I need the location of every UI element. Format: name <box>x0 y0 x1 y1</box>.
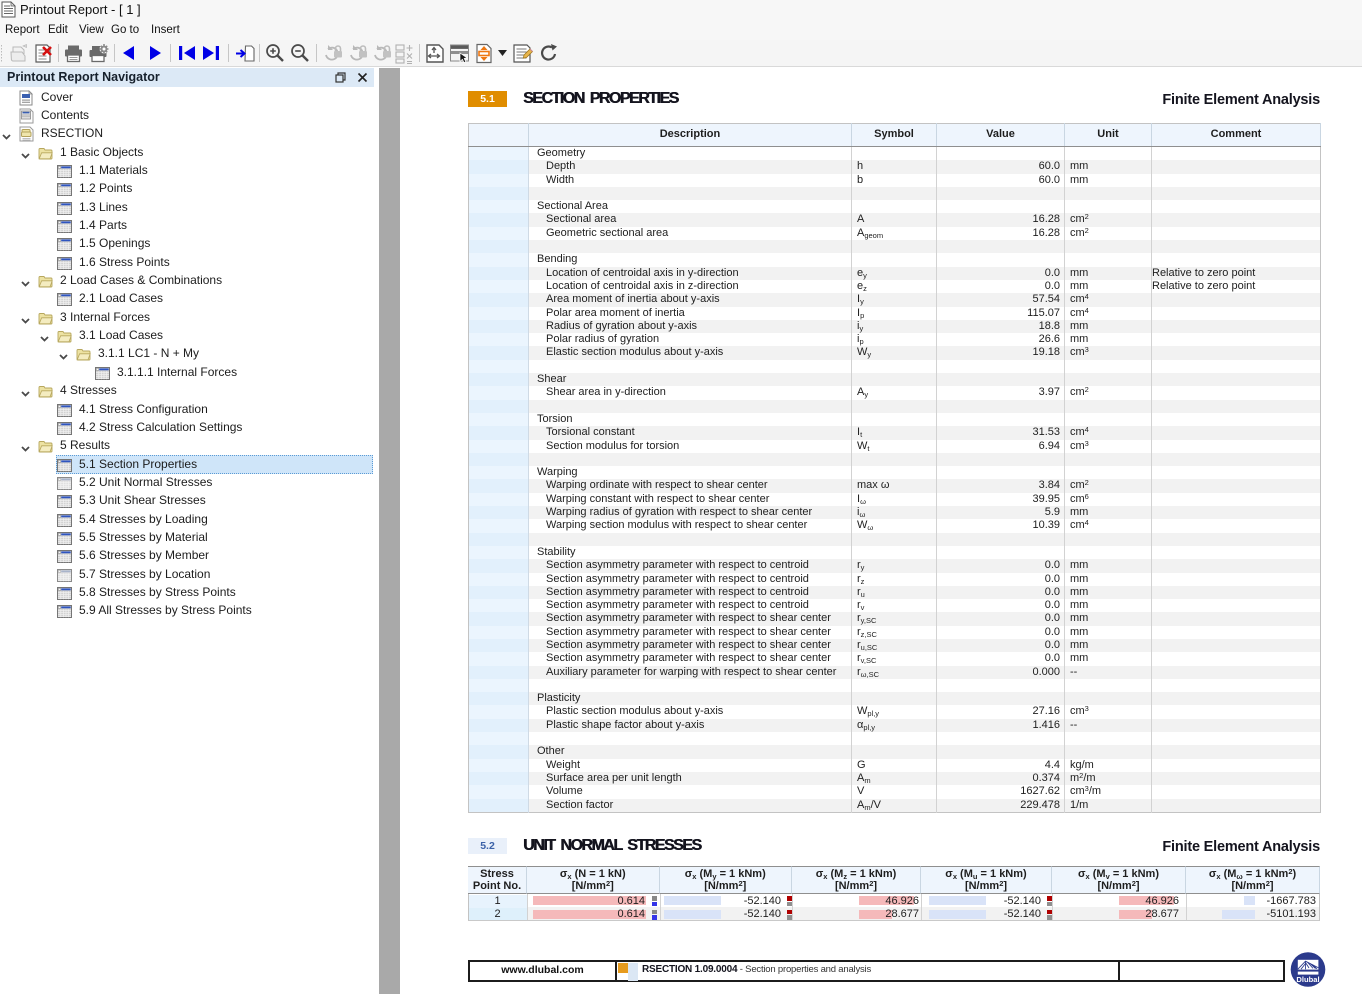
svg-text:Dlubal: Dlubal <box>1296 975 1319 984</box>
